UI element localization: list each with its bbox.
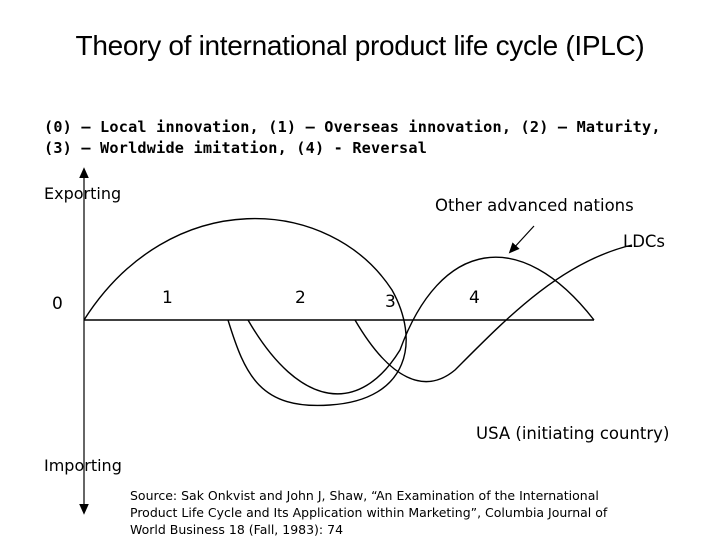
source-line-1: Source: Sak Onkvist and John J, Shaw, “A… — [130, 488, 599, 503]
stage-number-2: 2 — [295, 288, 306, 308]
importing-label: Importing — [44, 456, 122, 475]
source-line-3: World Business 18 (Fall, 1983): 74 — [130, 522, 344, 537]
stage-number-0: 0 — [52, 294, 63, 314]
ldcs-label: LDCs — [623, 232, 666, 251]
usa-curve — [83, 217, 407, 407]
usa-label: USA (initiating country) — [476, 424, 670, 443]
other-advanced-nations-curve — [247, 256, 595, 395]
ldcs-curve — [354, 244, 633, 383]
source-line-2: Product Life Cycle and Its Application w… — [130, 505, 608, 520]
other-advanced-nations-pointer — [508, 225, 535, 254]
stage-number-1: 1 — [162, 288, 173, 308]
exporting-label: Exporting — [44, 184, 122, 203]
source-citation: Source: Sak Onkvist and John J, Shaw, “A… — [130, 487, 710, 538]
other-advanced-nations-label: Other advanced nations — [435, 196, 634, 215]
slide-title: Theory of international product life cyc… — [75, 30, 645, 61]
stage-legend: (0) – Local innovation, (1) – Overseas i… — [44, 117, 714, 159]
stage-number-4: 4 — [469, 288, 480, 308]
stage-legend-line-2: (3) – Worldwide imitation, (4) - Reversa… — [44, 139, 428, 157]
stage-legend-line-1: (0) – Local innovation, (1) – Overseas i… — [44, 118, 661, 136]
stage-number-3: 3 — [385, 292, 396, 312]
